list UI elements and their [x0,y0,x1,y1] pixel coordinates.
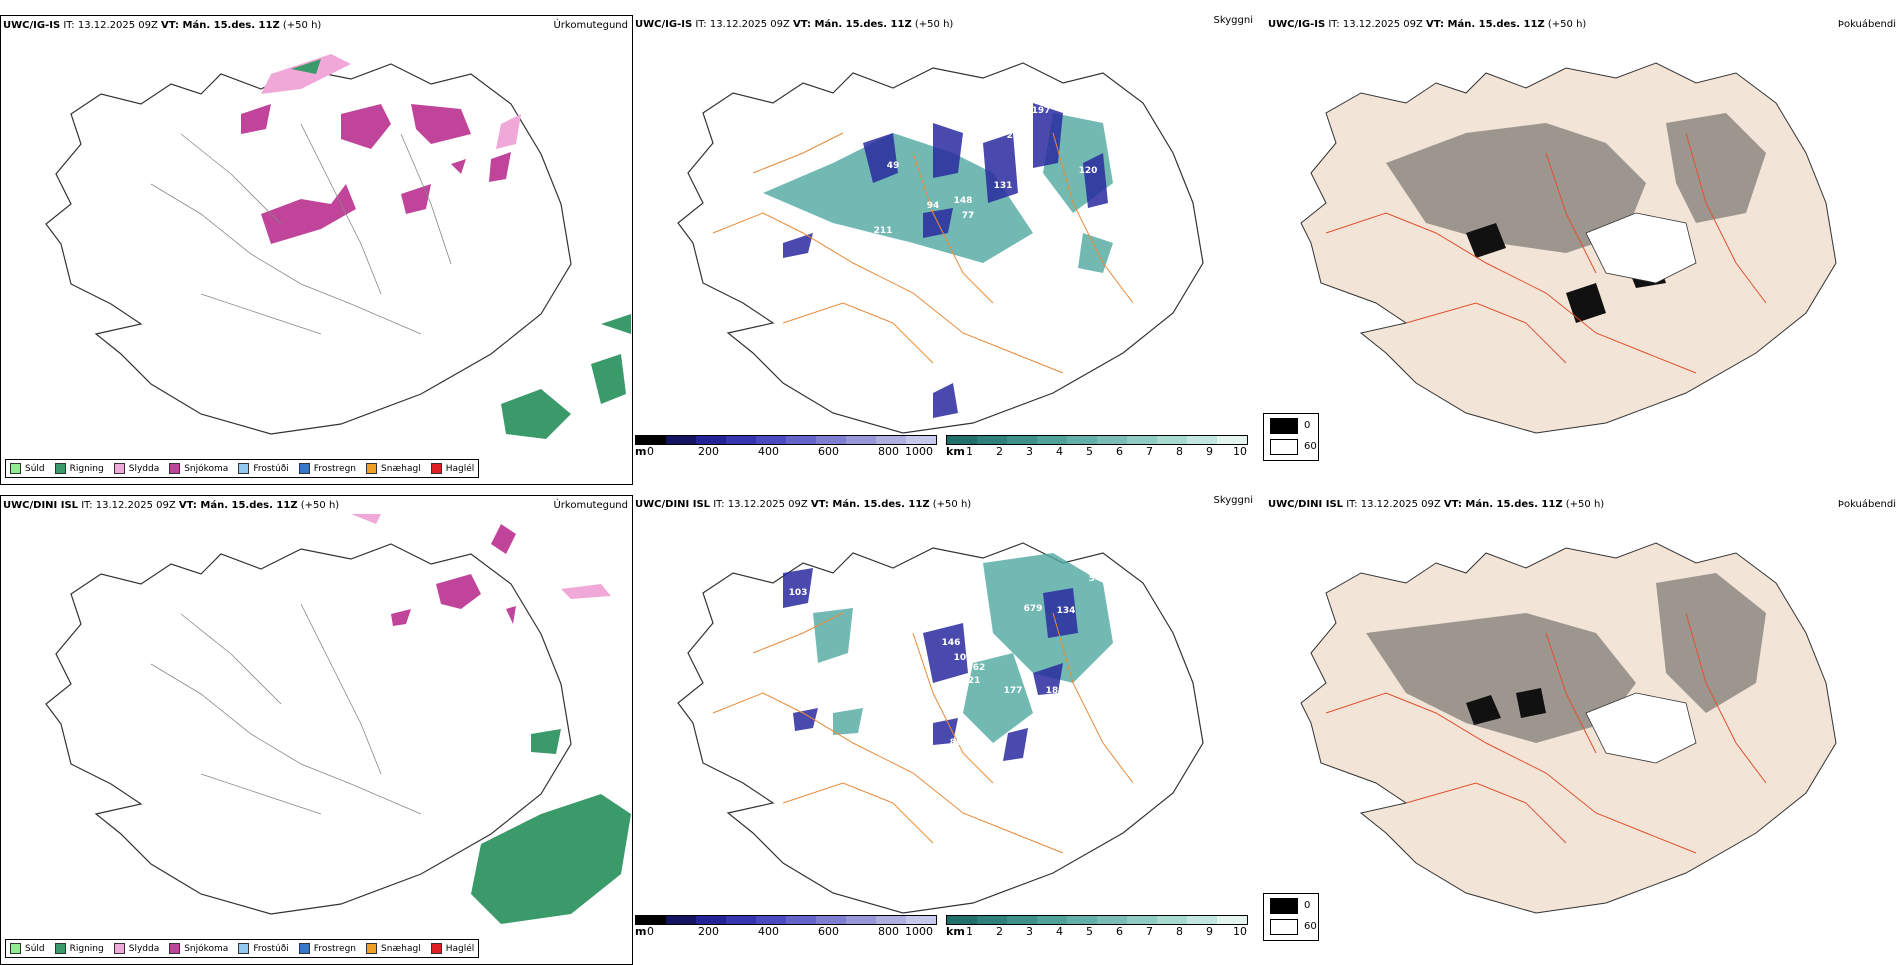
svg-text:679: 679 [1024,604,1043,614]
legend-swatch [10,943,21,954]
svg-text:101: 101 [822,689,841,699]
panel-header: UWC/DINI ISL IT: 13.12.2025 09Z VT: Mán.… [635,499,972,510]
svg-text:309: 309 [1120,636,1139,646]
panel-title: Skyggni [1213,495,1253,506]
svg-text:206: 206 [1007,131,1026,141]
svg-text:159: 159 [1027,716,1046,726]
svg-text:131: 131 [994,181,1013,191]
iceland-map-precip [45,514,631,924]
svg-text:86: 86 [950,738,963,748]
panel-header: UWC/IG-IS IT: 13.12.2025 09Z VT: Mán. 15… [1268,19,1587,30]
svg-text:22: 22 [707,251,720,261]
svg-text:54: 54 [1089,574,1102,584]
panel-title: Skyggni [1213,15,1253,26]
iceland-map-fog [1300,62,1837,434]
legend-swatch [54,943,66,954]
svg-text:148: 148 [954,196,973,206]
legend-swatch [298,943,310,954]
iceland-map-precip [45,54,631,439]
legend-swatch [113,943,125,954]
fog-index-panel-row2: UWC/DINI ISL IT: 13.12.2025 09Z VT: Mán.… [1263,495,1900,965]
precip-type-legend: Súld Rigning Slydda Snjókoma Frostúði Fr… [5,939,480,958]
precip-type-panel-row2: UWC/DINI ISL IT: 13.12.2025 09Z VT: Mán.… [0,495,633,965]
legend-swatch [366,943,378,954]
svg-text:134: 134 [1057,606,1076,616]
svg-text:177: 177 [1004,686,1023,696]
legend-swatch [169,943,181,954]
precip-type-panel-row1: UWC/IG-IS IT: 13.12.2025 09Z VT: Mán. 15… [0,15,633,485]
panel-header: UWC/IG-IS IT: 13.12.2025 09Z VT: Mán. 15… [3,20,322,31]
svg-text:113: 113 [764,241,783,251]
svg-text:146: 146 [942,638,961,648]
legend-swatch [366,463,378,474]
svg-text:62: 62 [973,663,986,673]
svg-text:77: 77 [962,211,975,221]
svg-text:95: 95 [895,254,908,264]
panel-title: Þokuábendi [1837,499,1896,510]
svg-text:94: 94 [927,201,940,211]
legend-swatch [430,943,442,954]
legend-swatch [238,943,250,954]
svg-text:156: 156 [1049,221,1068,231]
visibility-panel-row2: UWC/DINI ISL IT: 13.12.2025 09Z VT: Mán.… [633,495,1263,965]
svg-text:120: 120 [1079,166,1098,176]
panel-title: Úrkomutegund [553,20,628,31]
svg-text:103: 103 [789,588,808,598]
iceland-map-visibility: 197 206 170 211 94 148 95 80 89 113 22 1… [677,62,1204,434]
legend-swatch [298,463,310,474]
svg-text:121: 121 [962,676,981,686]
panel-header: UWC/IG-IS IT: 13.12.2025 09Z VT: Mán. 15… [635,19,954,30]
svg-text:49: 49 [887,161,900,171]
svg-text:128: 128 [776,614,795,624]
svg-text:102: 102 [954,653,973,663]
legend-swatch [238,463,250,474]
legend-swatch [54,463,66,474]
legend-swatch [10,463,21,474]
svg-text:181: 181 [1046,686,1065,696]
svg-text:80: 80 [822,236,835,246]
legend-swatch [169,463,181,474]
fog-legend: 0 60 [1263,413,1319,461]
svg-text:197: 197 [1032,106,1051,116]
iceland-map-visibility: 103 128 146 70 102 62 121 177 134 679 18… [677,542,1204,914]
visibility-panel-row1: UWC/IG-IS IT: 13.12.2025 09Z VT: Mán. 15… [633,15,1263,485]
panel-title: Þokuábendi [1837,19,1896,30]
svg-text:70: 70 [969,632,982,642]
fog-legend: 0 60 [1263,893,1319,941]
precip-type-legend: Súld Rigning Slydda Snjókoma Frostúði Fr… [5,459,480,478]
legend-swatch [430,463,442,474]
legend-swatch [113,463,125,474]
svg-text:89: 89 [1037,181,1050,191]
svg-text:211: 211 [874,226,893,236]
fog-index-panel-row1: UWC/IG-IS IT: 13.12.2025 09Z VT: Mán. 15… [1263,15,1900,485]
panel-header: UWC/DINI ISL IT: 13.12.2025 09Z VT: Mán.… [3,500,340,511]
iceland-map-fog [1300,542,1837,914]
panel-header: UWC/DINI ISL IT: 13.12.2025 09Z VT: Mán.… [1268,499,1605,510]
svg-text:170: 170 [1014,144,1033,154]
panel-title: Úrkomutegund [553,500,628,511]
